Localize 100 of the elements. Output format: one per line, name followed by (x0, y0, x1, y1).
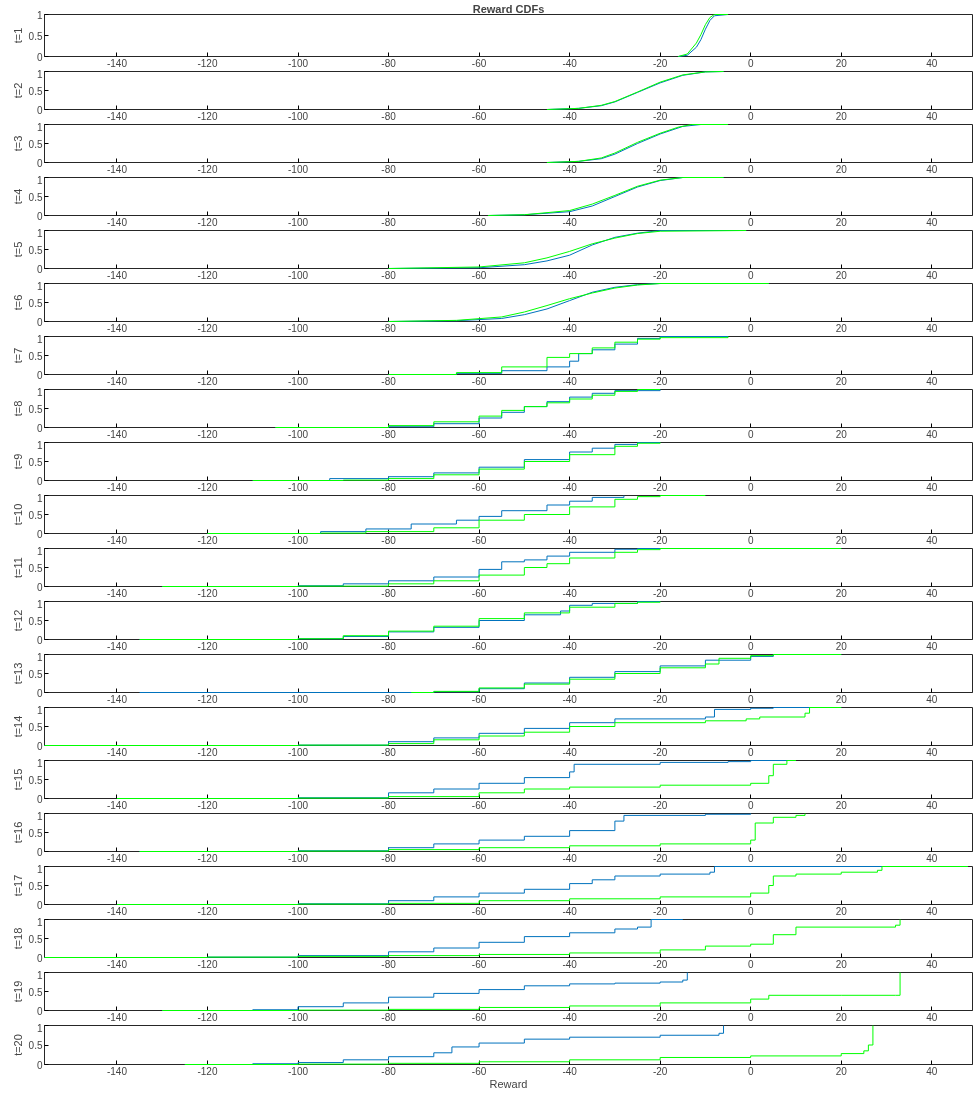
x-tick-label: 40 (926, 640, 938, 652)
y-tick-label: 0.5 (28, 615, 43, 627)
x-tick-label: -100 (288, 746, 309, 758)
x-tick-label: 20 (835, 1011, 848, 1023)
x-tick-label: 40 (926, 322, 938, 334)
x-tick-label: -140 (106, 57, 128, 69)
x-tick-label: -120 (197, 640, 218, 652)
x-tick-label: -100 (288, 1065, 309, 1077)
y-axis-title: t=9 (11, 453, 24, 470)
x-tick-label: -60 (471, 110, 487, 122)
x-tick-label: 40 (926, 1065, 938, 1077)
x-tick-label: -40 (562, 799, 578, 811)
y-axis-title: t=10 (11, 503, 24, 526)
y-tick-label: 1 (36, 810, 43, 822)
y-tick-label: 0.5 (28, 721, 43, 733)
x-tick-label: -100 (288, 852, 309, 864)
x-tick-label: 20 (835, 163, 848, 175)
y-tick-label: 0.5 (28, 403, 43, 415)
x-tick-label: -100 (288, 269, 309, 281)
x-tick-label: -60 (471, 534, 487, 546)
x-tick-label: 20 (835, 534, 848, 546)
x-tick-label: -40 (562, 163, 578, 175)
x-tick-label: 40 (926, 57, 938, 69)
x-tick-label: -120 (197, 57, 218, 69)
x-tick-label: -140 (106, 640, 128, 652)
x-tick-label: -40 (562, 481, 578, 493)
y-axis-title: t=5 (11, 241, 24, 258)
x-tick-label: -40 (562, 1011, 578, 1023)
x-tick-label: -40 (562, 587, 578, 599)
x-tick-label: -40 (562, 269, 578, 281)
x-tick-label: -40 (562, 110, 578, 122)
x-tick-label: -80 (381, 534, 397, 546)
y-axis-title: t=16 (11, 821, 24, 844)
x-tick-label: -60 (471, 57, 487, 69)
x-tick-label: 40 (926, 905, 938, 917)
y-tick-label: 1 (36, 704, 43, 716)
x-tick-label: -80 (381, 693, 397, 705)
x-tick-label: -20 (652, 534, 668, 546)
x-tick-label: 0 (747, 163, 754, 175)
x-tick-label: -120 (197, 799, 218, 811)
x-tick-label: -120 (197, 216, 218, 228)
x-tick-label: 40 (926, 587, 938, 599)
y-tick-label: 0.5 (28, 933, 43, 945)
x-tick-label: 0 (747, 269, 754, 281)
x-tick-label: -40 (562, 375, 578, 387)
x-tick-label: 0 (747, 481, 754, 493)
y-axis-title: t=8 (11, 400, 24, 417)
x-tick-label: -140 (106, 746, 128, 758)
x-tick-label: -80 (381, 1065, 397, 1077)
x-tick-label: -80 (381, 799, 397, 811)
x-tick-label: -140 (106, 428, 128, 440)
x-tick-label: 20 (835, 693, 848, 705)
x-tick-label: -40 (562, 905, 578, 917)
y-axis-title: t=2 (11, 82, 24, 99)
x-tick-label: -60 (471, 852, 487, 864)
x-tick-label: -140 (106, 799, 128, 811)
x-tick-label: 40 (926, 1011, 938, 1023)
x-tick-label: -80 (381, 746, 397, 758)
x-tick-label: -100 (288, 216, 309, 228)
x-tick-label: -140 (106, 693, 128, 705)
x-tick-label: 40 (926, 746, 938, 758)
x-tick-label: -40 (562, 428, 578, 440)
y-tick-label: 1 (36, 1022, 43, 1034)
x-tick-label: 20 (835, 216, 848, 228)
x-tick-label: -100 (288, 958, 309, 970)
x-tick-label: -60 (471, 322, 487, 334)
x-tick-label: -60 (471, 587, 487, 599)
y-tick-label: 1 (36, 651, 43, 663)
y-tick-label: 1 (36, 333, 43, 345)
x-tick-label: -80 (381, 587, 397, 599)
x-tick-label: -120 (197, 852, 218, 864)
x-tick-label: -120 (197, 905, 218, 917)
x-tick-label: 40 (926, 693, 938, 705)
x-tick-label: 0 (747, 428, 754, 440)
x-tick-label: -80 (381, 640, 397, 652)
x-tick-label: -80 (381, 1011, 397, 1023)
x-tick-label: -40 (562, 322, 578, 334)
x-tick-label: 0 (747, 322, 754, 334)
x-tick-label: -80 (381, 110, 397, 122)
x-tick-label: 0 (747, 587, 754, 599)
x-tick-label: -120 (197, 269, 218, 281)
x-tick-label: -20 (652, 693, 668, 705)
x-tick-label: -20 (652, 481, 668, 493)
x-tick-label: 20 (835, 958, 848, 970)
x-tick-label: 0 (747, 1065, 754, 1077)
x-tick-label: -40 (562, 852, 578, 864)
x-tick-label: 0 (747, 534, 754, 546)
x-tick-label: -40 (562, 693, 578, 705)
x-tick-label: 0 (747, 693, 754, 705)
x-tick-label: -20 (652, 746, 668, 758)
x-tick-label: 40 (926, 481, 938, 493)
x-tick-label: 40 (926, 375, 938, 387)
y-axis-title: t=13 (11, 662, 24, 685)
x-tick-label: -80 (381, 428, 397, 440)
x-tick-label: -60 (471, 640, 487, 652)
x-tick-label: -100 (288, 375, 309, 387)
x-tick-label: 0 (747, 852, 754, 864)
x-tick-label: 20 (835, 1065, 848, 1077)
y-tick-label: 0.5 (28, 827, 43, 839)
x-tick-label: -80 (381, 216, 397, 228)
